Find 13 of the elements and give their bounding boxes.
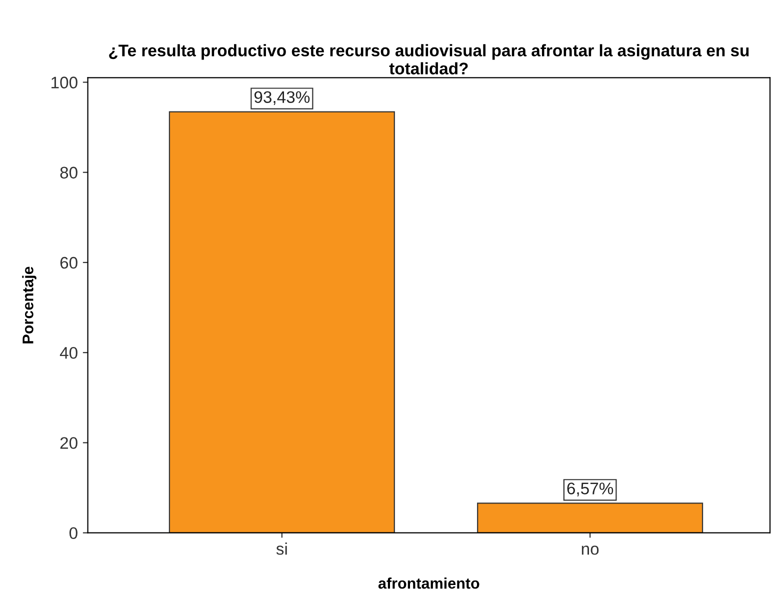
y-tick-label: 40 [60, 346, 78, 359]
data-label: 93,43% [254, 91, 310, 105]
y-tick-label: 0 [69, 527, 78, 540]
x-axis-title: afrontamiento [378, 578, 480, 589]
y-axis-title: Porcentaje [22, 266, 36, 344]
y-tick-label: 80 [60, 166, 78, 179]
y-tick-label: 20 [60, 437, 78, 449]
x-tick-label: si [276, 542, 287, 555]
x-tick-label: no [582, 546, 599, 555]
chart-title: ¿Te resulta productivo este recurso audiovisual para afrontar la asignatura en su totalidad? [109, 44, 749, 74]
y-tick-label: 60 [60, 256, 78, 269]
data-label: 6,57% [567, 482, 614, 496]
y-tick-label: 100 [52, 76, 78, 88]
